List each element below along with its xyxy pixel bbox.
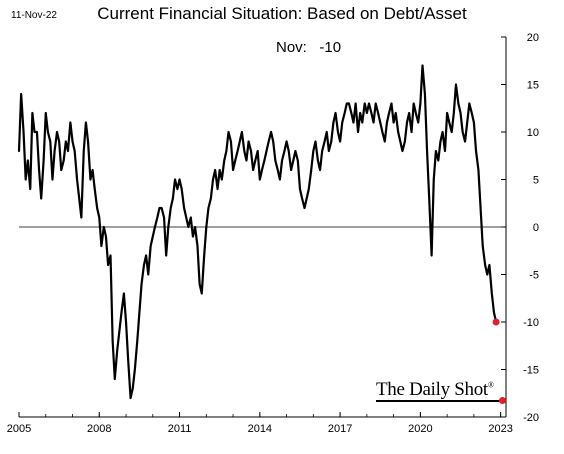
annotation-month: Nov: xyxy=(276,39,307,56)
last-point-marker xyxy=(492,318,500,326)
y-tick-label: 0 xyxy=(533,222,539,234)
brand-name: The Daily Shot xyxy=(376,379,488,400)
brand-dot xyxy=(499,397,506,404)
latest-value-annotation: Nov: -10 xyxy=(276,39,341,56)
x-axis: 2005 2008 2011 2014 2017 2020 2023 xyxy=(7,412,513,435)
y-tick-label: 5 xyxy=(533,175,539,187)
y-tick-label: 15 xyxy=(527,80,539,92)
x-tick-label: 2011 xyxy=(168,423,192,435)
y-tick-label: -15 xyxy=(523,365,539,377)
y-tick-label: 20 xyxy=(527,32,539,44)
x-tick-label: 2008 xyxy=(87,423,111,435)
y-tick-label: -20 xyxy=(523,412,539,424)
annotation-value: -10 xyxy=(319,39,342,56)
y-axis: 20 15 10 5 0 -5 -10 -15 -20 xyxy=(501,32,539,424)
chart-title: Current Financial Situation: Based on De… xyxy=(97,4,467,23)
y-tick-label: 10 xyxy=(527,127,539,139)
series-layer xyxy=(17,64,500,400)
brand-logo: The Daily Shot® xyxy=(376,379,494,401)
x-tick-label: 2023 xyxy=(488,423,512,435)
series-line xyxy=(17,64,498,400)
x-tick-label: 2017 xyxy=(328,423,352,435)
brand-mark: ® xyxy=(487,380,494,390)
x-tick-label: 2020 xyxy=(408,423,432,435)
y-tick-label: -10 xyxy=(523,317,539,329)
brand-underline xyxy=(376,400,503,402)
x-tick-label: 2014 xyxy=(248,423,272,435)
x-tick-label: 2005 xyxy=(7,423,31,435)
date-stamp: 11-Nov-22 xyxy=(11,10,57,21)
y-tick-label: -5 xyxy=(529,270,539,282)
